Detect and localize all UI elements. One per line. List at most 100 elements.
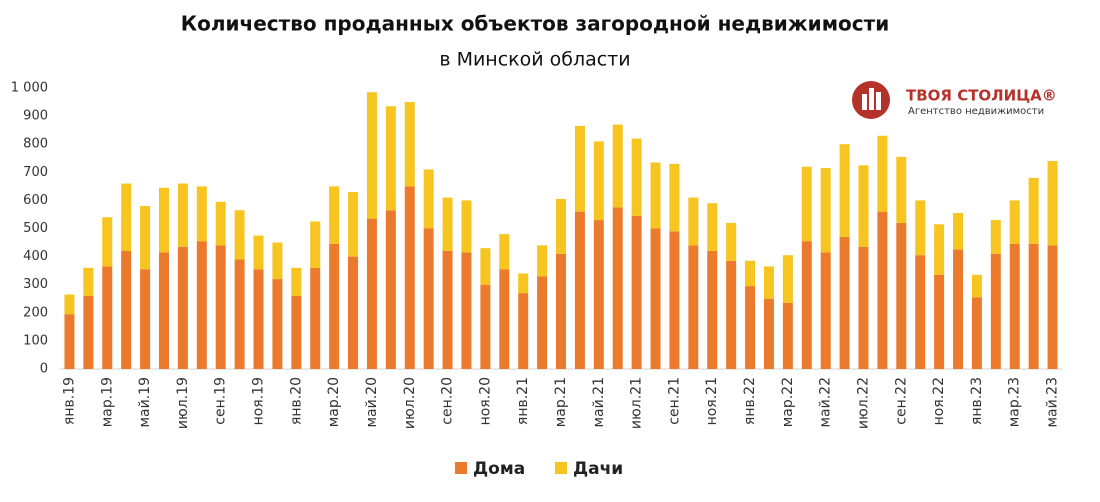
- bar-segment: [707, 203, 718, 251]
- bar-segment: [877, 211, 888, 369]
- bar-segment: [650, 162, 661, 229]
- x-tick-label: мар.19: [99, 377, 115, 427]
- y-tick-label: 700: [23, 165, 48, 180]
- bar-segment: [423, 169, 434, 229]
- bar-segment: [215, 245, 226, 369]
- bar-segment: [915, 200, 926, 256]
- bar-segment: [385, 106, 396, 211]
- y-tick-label: 500: [23, 221, 48, 236]
- bar-segment: [499, 269, 510, 369]
- bar-segment: [177, 183, 188, 247]
- bar-segment: [253, 269, 264, 369]
- bar-segment: [518, 293, 529, 369]
- x-tick-label: мар.21: [553, 377, 569, 427]
- bar-segment: [896, 222, 907, 369]
- x-tick-label: ноя.19: [251, 377, 267, 425]
- logo-name: ТВОЯ СТОЛИЦА®: [906, 87, 1057, 105]
- y-tick-label: 600: [23, 193, 48, 208]
- x-tick-label: ноя.22: [931, 377, 947, 425]
- bar-segment: [1047, 245, 1058, 369]
- bar-segment: [669, 231, 680, 369]
- bar-segment: [953, 213, 964, 250]
- bar-segment: [272, 279, 283, 369]
- bar-segment: [329, 243, 340, 369]
- bar-segment: [404, 186, 415, 369]
- bar-segment: [121, 250, 132, 369]
- bar-segment: [801, 241, 812, 369]
- bar-segment: [688, 245, 699, 369]
- x-tick-label: янв.19: [61, 377, 77, 425]
- legend-swatch: [455, 462, 467, 474]
- x-tick-label: сен.20: [440, 377, 456, 425]
- x-tick-label: ноя.20: [477, 377, 493, 425]
- bar-segment: [971, 297, 982, 369]
- bar-segment: [442, 197, 453, 251]
- y-tick-label: 1 000: [11, 81, 48, 96]
- x-tick-label: мар.23: [1007, 377, 1023, 427]
- x-tick-label: июл.21: [629, 377, 645, 429]
- x-tick-label: май.23: [1045, 377, 1061, 428]
- bar-segment: [631, 215, 642, 369]
- bar-segment: [896, 156, 907, 223]
- bar-segment: [272, 242, 283, 280]
- bar-segment: [64, 314, 75, 369]
- bar-segment: [423, 228, 434, 369]
- bar-segment: [348, 256, 359, 369]
- bar-segment: [820, 252, 831, 369]
- bar-segment: [385, 210, 396, 369]
- bar-segment: [631, 138, 642, 216]
- x-tick-label: июл.19: [175, 377, 191, 429]
- bar-segment: [574, 125, 585, 212]
- bar-segment: [763, 298, 774, 369]
- bar-segment: [1009, 243, 1020, 369]
- bar-segment: [196, 241, 207, 369]
- bar-segment: [121, 183, 132, 251]
- x-tick-label: мар.22: [780, 377, 796, 427]
- bar-segment: [858, 165, 869, 247]
- x-tick-label: янв.23: [969, 377, 985, 425]
- logo-icon-part: [876, 92, 881, 110]
- logo-icon-part: [869, 88, 874, 110]
- bar-segment: [348, 191, 359, 257]
- bar-segment: [310, 221, 321, 268]
- chart-title: Количество проданных объектов загородной…: [181, 12, 890, 36]
- x-tick-label: сен.21: [666, 377, 682, 425]
- bar-segment: [461, 200, 472, 253]
- bar-segment: [782, 302, 793, 369]
- bar-segment: [196, 186, 207, 242]
- x-tick-label: май.20: [364, 377, 380, 428]
- x-tick-label: янв.22: [742, 377, 758, 425]
- bar-segment: [140, 269, 151, 369]
- bar-segment: [158, 252, 169, 369]
- bar-segment: [1028, 177, 1039, 244]
- bar-segment: [83, 295, 94, 369]
- bar-segment: [480, 248, 491, 285]
- bar-segment: [556, 253, 566, 369]
- bar-segment: [442, 250, 453, 369]
- bar-segment: [1028, 243, 1039, 369]
- x-tick-label: июл.22: [855, 377, 871, 429]
- bar-segment: [574, 211, 585, 369]
- bar-segment: [763, 266, 774, 299]
- bar-segment: [404, 102, 415, 187]
- x-tick-label: май.19: [137, 377, 153, 428]
- bar-segment: [839, 144, 850, 237]
- bar-segment: [158, 187, 169, 253]
- logo: ТВОЯ СТОЛИЦА® Агентство недвижимости: [852, 81, 1057, 119]
- bar-segment: [140, 206, 151, 270]
- bar-segment: [839, 236, 850, 369]
- bar-segment: [745, 260, 756, 287]
- legend-label: Дома: [473, 459, 525, 479]
- y-tick-label: 900: [23, 109, 48, 124]
- bar-segment: [102, 217, 113, 267]
- bar-segment: [858, 246, 869, 369]
- bar-segment: [953, 249, 964, 369]
- y-tick-label: 200: [23, 305, 48, 320]
- bar-segment: [537, 245, 548, 277]
- bar-segment: [934, 274, 945, 369]
- bar-segment: [499, 234, 510, 270]
- bar-segment: [234, 259, 245, 369]
- y-tick-label: 100: [23, 333, 48, 348]
- bar-segment: [650, 228, 661, 369]
- bar-segment: [990, 253, 1001, 369]
